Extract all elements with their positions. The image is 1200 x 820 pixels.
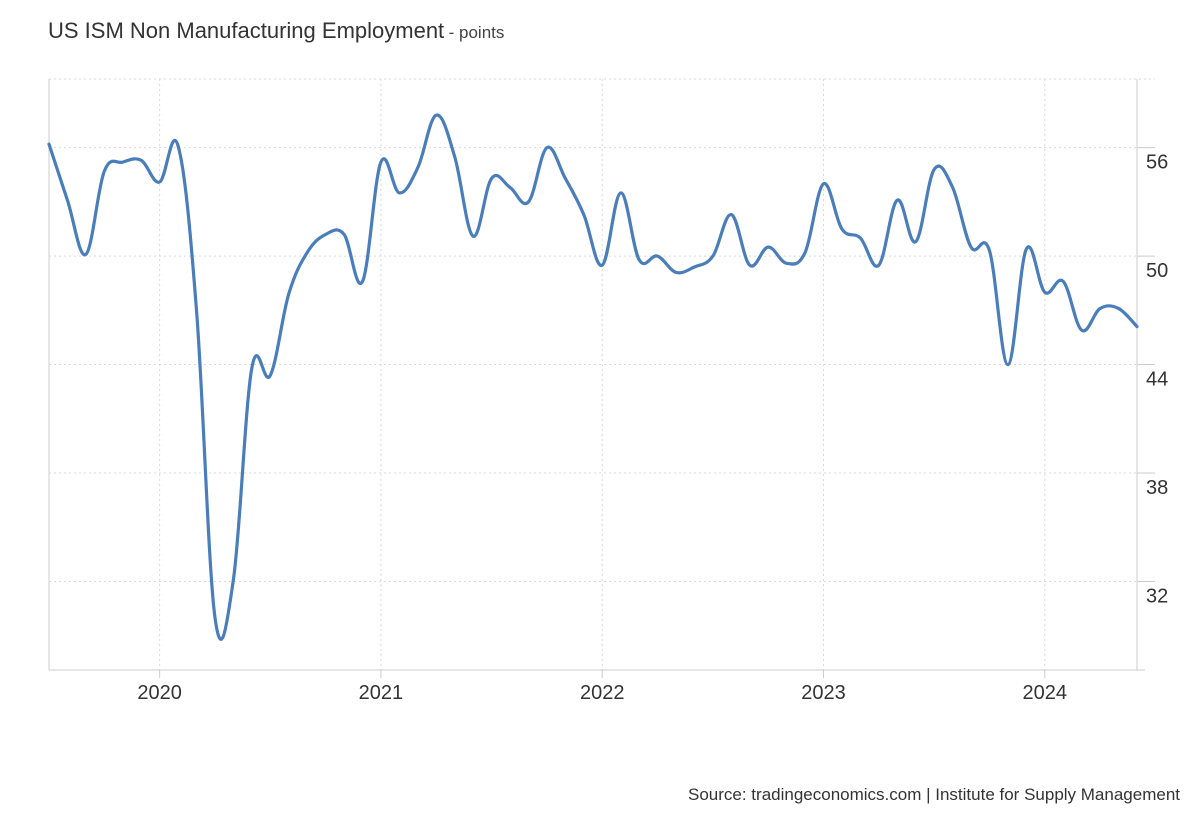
data-point [214, 616, 217, 619]
data-point [287, 293, 290, 296]
data-point [527, 200, 530, 203]
data-point [601, 264, 604, 267]
data-point [693, 266, 696, 269]
data-point [509, 186, 512, 189]
data-point [711, 255, 714, 258]
x-tick-label: 2024 [1023, 682, 1068, 704]
x-tick-label: 2023 [801, 682, 846, 704]
data-point [435, 114, 438, 117]
data-point [582, 213, 585, 216]
data-point [103, 170, 106, 173]
series-line [47, 113, 1139, 641]
data-point [140, 159, 143, 162]
data-point [1006, 363, 1009, 366]
data-point [158, 181, 161, 184]
data-point [177, 144, 180, 147]
data-point [269, 374, 272, 377]
data-point [619, 191, 622, 194]
data-point [472, 235, 475, 238]
data-point [785, 262, 788, 265]
data-point [121, 161, 124, 164]
data-point [675, 271, 678, 274]
data-point [840, 228, 843, 231]
data-point [914, 240, 917, 243]
data-point [324, 233, 327, 236]
data-point [656, 255, 659, 258]
data-point [730, 213, 733, 216]
data-point [564, 177, 567, 180]
data-point [988, 249, 991, 252]
data-point [66, 199, 69, 202]
data-point [1062, 280, 1065, 283]
data-point [1099, 307, 1102, 310]
chart-title: US ISM Non Manufacturing Employment [48, 18, 445, 43]
data-point [84, 253, 87, 256]
chart-title-row: US ISM Non Manufacturing Employment - po… [48, 18, 504, 44]
y-tick-label: 44 [1146, 369, 1168, 391]
grid-lines [49, 78, 1155, 670]
tick-labels: 32 38 44 50 56 2020 2021 2022 2023 2024 [137, 152, 1168, 704]
data-point [748, 264, 751, 267]
data-point [416, 166, 419, 169]
data-point [1136, 325, 1139, 328]
data-point [896, 199, 899, 202]
x-tick-label: 2020 [137, 682, 182, 704]
data-point [398, 191, 401, 194]
data-point [951, 186, 954, 189]
line-chart: 32 38 44 50 56 2020 2021 2022 2023 2024 [47, 78, 1168, 704]
data-point [970, 246, 973, 249]
data-point [48, 143, 51, 146]
data-point [453, 155, 456, 158]
data-point [933, 168, 936, 171]
data-point [1043, 291, 1046, 294]
data-point [822, 182, 825, 185]
data-point [859, 237, 862, 240]
data-point [343, 233, 346, 236]
y-tick-label: 32 [1146, 585, 1168, 607]
x-tick-label: 2021 [359, 682, 404, 704]
data-point [1080, 329, 1083, 332]
data-point [638, 258, 641, 261]
data-point [232, 578, 235, 581]
y-tick-label: 56 [1146, 152, 1168, 174]
data-point [804, 251, 807, 254]
y-tick-label: 50 [1146, 260, 1168, 282]
data-point [361, 280, 364, 283]
y-tick-label: 38 [1146, 477, 1168, 499]
data-point [250, 367, 253, 370]
data-point [379, 161, 382, 164]
data-point [545, 146, 548, 149]
chart-subtitle: - points [448, 23, 505, 42]
data-point [195, 309, 198, 312]
data-point [767, 246, 770, 249]
data-point [877, 264, 880, 267]
source-note: Source: tradingeconomics.com | Institute… [688, 785, 1180, 804]
x-tick-label: 2022 [580, 682, 625, 704]
series-layer [47, 113, 1139, 641]
axes [48, 79, 1155, 678]
data-point [1025, 247, 1028, 250]
data-point [1117, 307, 1120, 310]
data-point [490, 177, 493, 180]
data-point [306, 251, 309, 254]
